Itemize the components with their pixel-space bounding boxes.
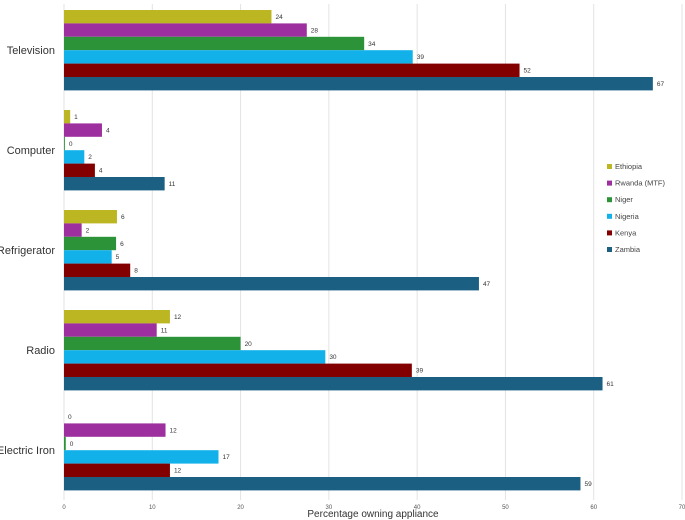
legend-swatch-niger xyxy=(607,197,612,203)
bar-value-label: 4 xyxy=(99,168,103,175)
bar-computer-niger xyxy=(64,136,65,151)
bar-value-label: 2 xyxy=(88,154,92,161)
bar-electric-iron-kenya xyxy=(64,463,170,477)
bar-value-label: 6 xyxy=(120,241,124,248)
bar-value-label: 61 xyxy=(607,381,615,388)
bar-value-label: 11 xyxy=(161,327,168,334)
x-tick-label: 50 xyxy=(502,505,509,511)
bar-television-rwanda-mtf- xyxy=(64,23,307,37)
bar-value-label: 2 xyxy=(86,227,90,234)
bar-electric-iron-zambia xyxy=(64,477,581,491)
bar-value-label: 17 xyxy=(223,454,231,461)
bar-value-label: 0 xyxy=(69,141,73,148)
bar-value-label: 12 xyxy=(170,427,178,434)
bar-value-label: 24 xyxy=(275,14,283,21)
bar-value-label: 34 xyxy=(368,41,376,48)
bar-television-kenya xyxy=(64,63,520,77)
bar-value-label: 1 xyxy=(74,114,78,121)
legend-swatch-nigeria xyxy=(607,213,612,219)
bar-refrigerator-kenya xyxy=(64,263,131,277)
bar-value-label: 39 xyxy=(416,368,424,375)
legend-swatch-kenya xyxy=(607,230,612,236)
bar-radio-ethiopia xyxy=(64,310,170,324)
bars xyxy=(64,10,653,491)
legend-label: Ethiopia xyxy=(615,162,643,171)
bar-refrigerator-niger xyxy=(64,236,117,251)
bar-computer-zambia xyxy=(64,177,165,191)
bar-value-label: 11 xyxy=(169,181,176,188)
x-tick-label: 60 xyxy=(590,505,597,511)
bar-computer-nigeria xyxy=(64,150,85,164)
bar-television-niger xyxy=(64,36,365,51)
category-label-electric-iron: Electric Iron xyxy=(0,445,55,457)
bar-electric-iron-niger xyxy=(64,436,66,451)
bar-radio-zambia xyxy=(64,377,603,391)
bar-refrigerator-zambia xyxy=(64,277,479,291)
bar-value-label: 30 xyxy=(329,354,337,361)
bar-radio-nigeria xyxy=(64,350,326,364)
x-axis-ticks: 0 10 20 30 40 50 60 70 xyxy=(62,505,685,511)
bar-value-label: 8 xyxy=(134,268,138,275)
x-tick-label: 30 xyxy=(326,505,333,511)
x-tick-label: 70 xyxy=(679,505,685,511)
legend-swatch-zambia xyxy=(607,247,612,252)
category-label-refrigerator: Refrigerator xyxy=(0,245,55,257)
bar-refrigerator-ethiopia xyxy=(64,210,117,224)
legend-label: Nigeria xyxy=(615,212,640,221)
bar-value-label: 47 xyxy=(483,281,491,288)
bar-computer-ethiopia xyxy=(64,110,71,124)
x-tick-label: 10 xyxy=(149,505,156,511)
bar-television-zambia xyxy=(64,77,653,91)
bar-computer-kenya xyxy=(64,163,95,177)
bar-electric-iron-rwanda-mtf- xyxy=(64,423,166,437)
bar-value-label: 59 xyxy=(584,481,592,488)
x-tick-label: 40 xyxy=(414,505,421,511)
category-labels: Television Computer Refrigerator Radio Elect… xyxy=(0,45,55,457)
legend-label: Niger xyxy=(615,195,633,204)
bar-value-label: 39 xyxy=(417,54,425,61)
bar-computer-rwanda-mtf- xyxy=(64,123,102,137)
x-tick-label: 20 xyxy=(237,505,244,511)
bar-radio-niger xyxy=(64,336,241,351)
bar-refrigerator-nigeria xyxy=(64,250,112,264)
bar-radio-kenya xyxy=(64,363,412,377)
bar-electric-iron-nigeria xyxy=(64,450,219,464)
category-label-television: Television xyxy=(7,45,55,57)
bar-data-labels: 2428343952671402411626584712112030396101… xyxy=(68,14,664,488)
bar-value-label: 4 xyxy=(106,127,110,134)
bar-value-label: 5 xyxy=(116,254,120,261)
category-label-computer: Computer xyxy=(7,145,56,157)
bar-value-label: 12 xyxy=(174,314,182,321)
bar-value-label: 6 xyxy=(121,214,125,221)
x-tick-label: 0 xyxy=(62,505,66,511)
legend-label: Rwanda (MTF) xyxy=(615,179,666,188)
legend-swatch-ethiopia xyxy=(607,164,612,169)
bar-television-ethiopia xyxy=(64,10,272,24)
bar-radio-rwanda-mtf- xyxy=(64,323,157,337)
bar-value-label: 67 xyxy=(657,81,665,88)
bar-value-label: 0 xyxy=(70,441,74,448)
legend: Ethiopia Rwanda (MTF) Niger Nigeria Kenya Zam… xyxy=(607,162,666,254)
bar-value-label: 0 xyxy=(68,414,72,421)
bar-value-label: 52 xyxy=(524,68,532,75)
legend-label: Kenya xyxy=(615,228,637,237)
bar-television-nigeria xyxy=(64,50,413,64)
legend-label: Zambia xyxy=(615,245,641,254)
bar-value-label: 12 xyxy=(174,468,182,475)
bar-refrigerator-rwanda-mtf- xyxy=(64,223,82,237)
bar-value-label: 20 xyxy=(245,341,253,348)
x-axis-title: Percentage owning appliance xyxy=(307,509,439,520)
legend-swatch-rwanda-mtf- xyxy=(607,180,612,186)
bar-value-label: 28 xyxy=(311,27,319,34)
category-label-radio: Radio xyxy=(26,345,55,357)
